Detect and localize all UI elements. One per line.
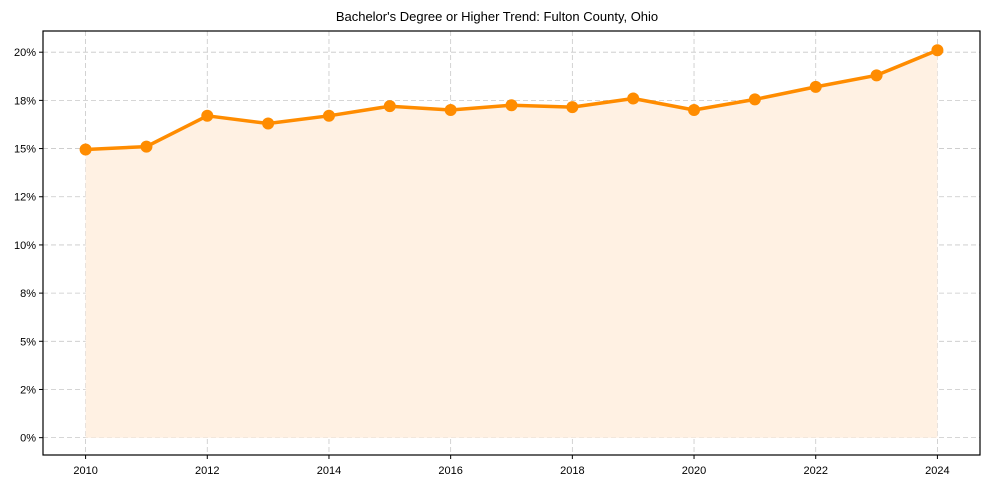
y-axis: 0% 2% 5% 8% 10% 12% 15% 18% 20% — [14, 47, 43, 445]
data-point — [505, 99, 518, 112]
y-tick-label: 15% — [14, 144, 36, 156]
data-point — [383, 100, 396, 113]
x-tick-label: 2020 — [682, 465, 706, 477]
x-tick-label: 2014 — [317, 465, 341, 477]
area-fill — [85, 50, 938, 438]
y-tick-label: 20% — [14, 47, 36, 59]
data-point — [931, 44, 944, 57]
x-tick-label: 2010 — [73, 465, 97, 477]
data-points — [79, 44, 944, 156]
y-tick-label: 10% — [14, 240, 36, 252]
x-tick-label: 2016 — [438, 465, 462, 477]
x-tick-label: 2022 — [803, 465, 827, 477]
data-point — [748, 93, 761, 106]
x-axis: 2010 2012 2014 2016 2018 2020 2022 2024 — [73, 455, 950, 477]
data-point — [444, 104, 457, 117]
x-tick-label: 2024 — [925, 465, 949, 477]
data-point — [809, 80, 822, 93]
x-tick-label: 2018 — [560, 465, 584, 477]
data-point — [262, 117, 275, 130]
data-point — [627, 92, 640, 105]
data-point — [201, 109, 214, 122]
y-tick-label: 18% — [14, 95, 36, 107]
data-point — [322, 109, 335, 122]
data-point — [688, 104, 701, 117]
y-tick-label: 0% — [20, 433, 36, 445]
y-tick-label: 2% — [20, 384, 36, 396]
y-tick-label: 8% — [20, 288, 36, 300]
data-point — [566, 101, 579, 114]
data-point — [870, 69, 883, 82]
y-tick-label: 12% — [14, 192, 36, 204]
chart-title: Bachelor's Degree or Higher Trend: Fulto… — [336, 9, 658, 24]
data-point — [79, 143, 92, 156]
data-point — [140, 140, 153, 153]
y-tick-label: 5% — [20, 336, 36, 348]
plot-frame — [42, 30, 981, 456]
x-tick-label: 2012 — [195, 465, 219, 477]
